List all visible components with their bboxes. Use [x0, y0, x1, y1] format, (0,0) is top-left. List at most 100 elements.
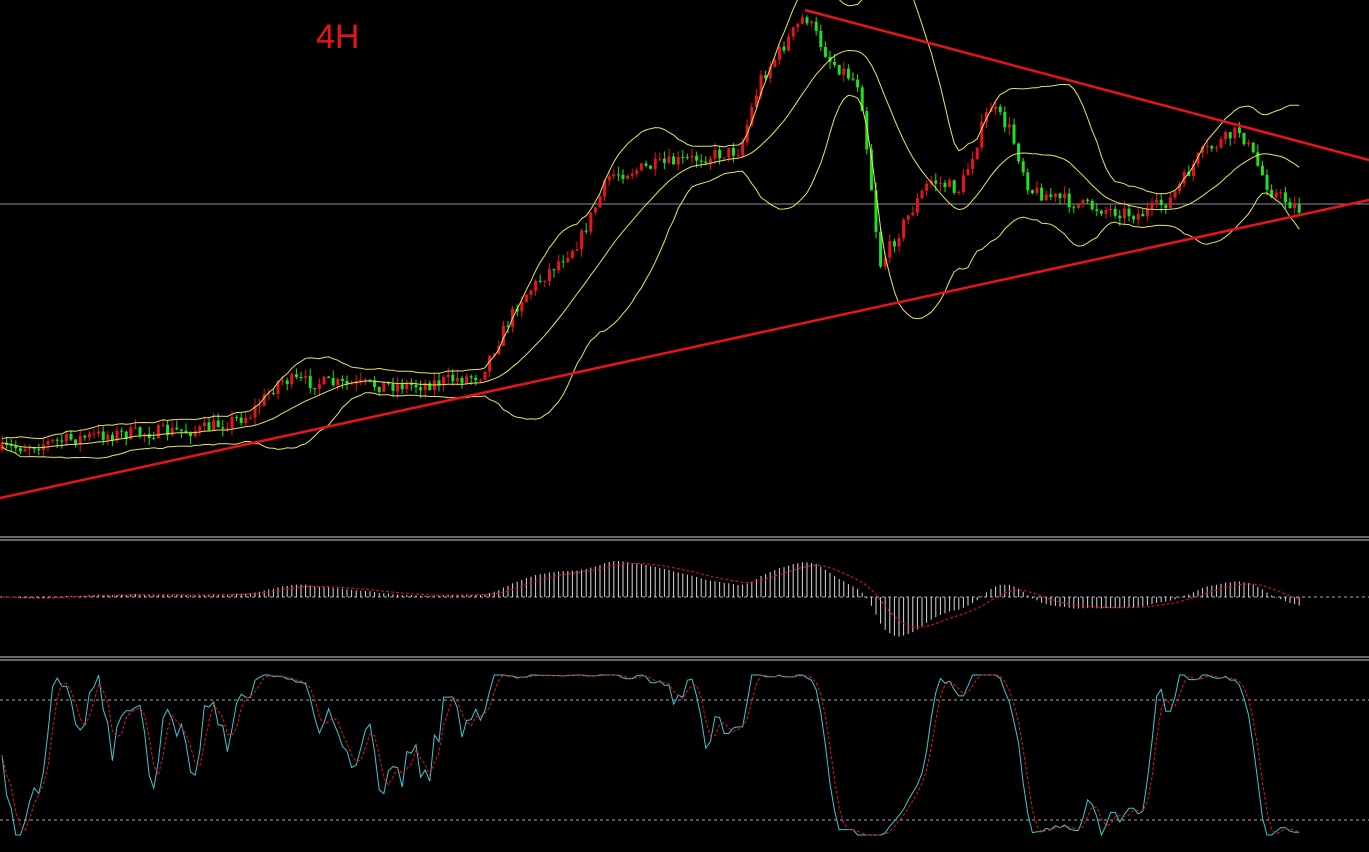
candle-body [299, 377, 303, 379]
candle-body [593, 207, 597, 213]
candle-body [1049, 194, 1053, 197]
candle-body [124, 431, 128, 439]
candle-body [55, 439, 59, 441]
stoch-d-line [1, 674, 1300, 836]
candle-body [561, 261, 565, 263]
candle-body [1090, 200, 1094, 210]
candle-body [87, 433, 91, 438]
candle-body [1044, 194, 1048, 201]
candle-body [60, 440, 64, 442]
candle-body [290, 374, 294, 385]
candle-body [419, 387, 423, 391]
candle-body [184, 430, 188, 433]
candle-body [731, 147, 735, 156]
candle-body [1063, 193, 1067, 199]
candle-body [653, 158, 657, 169]
candle-body [897, 237, 901, 247]
candle-body [943, 182, 947, 188]
candle-body [819, 30, 823, 47]
candle-body [207, 422, 211, 431]
candle-body [1150, 202, 1154, 209]
candle-body [1228, 132, 1232, 139]
candle-body [1210, 146, 1214, 149]
candle-body [212, 420, 216, 431]
candle-body [202, 422, 206, 427]
candle-body [1297, 204, 1301, 213]
candle-body [883, 257, 887, 267]
candle-body [276, 381, 280, 394]
candle-body [0, 442, 4, 450]
candle-body [584, 230, 588, 232]
candle-body [1081, 199, 1085, 205]
candle-body [175, 427, 179, 430]
candle-body [478, 379, 482, 381]
candle-body [814, 21, 818, 31]
candle-body [1270, 189, 1274, 198]
candle-body [506, 325, 510, 327]
candle-body [294, 374, 298, 378]
stoch-k-line [1, 674, 1300, 837]
candle-body [483, 371, 487, 380]
candle-body [92, 433, 96, 435]
candle-body [787, 36, 791, 51]
candle-body [773, 59, 777, 67]
candle-body [345, 380, 349, 384]
candle-body [906, 215, 910, 220]
candle-body [957, 191, 961, 193]
candle-body [304, 375, 308, 378]
candle-body [902, 219, 906, 238]
candle-body [630, 173, 634, 176]
candle-body [777, 46, 781, 60]
candle-body [1095, 209, 1099, 211]
candle-body [469, 376, 473, 378]
candle-body [1109, 208, 1113, 210]
candle-body [492, 353, 496, 356]
candle-body [911, 212, 915, 216]
candle-body [1141, 213, 1145, 217]
candle-body [285, 380, 289, 385]
candle-body [235, 416, 239, 418]
candle-body [626, 175, 630, 179]
candle-body [51, 439, 55, 442]
candle-body [340, 378, 344, 381]
candle-body [152, 437, 156, 439]
candle-body [363, 379, 367, 381]
candle-body [18, 448, 22, 452]
candle-body [179, 429, 183, 431]
candle-body [860, 87, 864, 112]
candle-body [1196, 152, 1200, 165]
candle-body [607, 176, 611, 181]
candle-body [566, 257, 570, 262]
candle-body [460, 377, 464, 384]
candle-body [764, 75, 768, 79]
candle-body [64, 433, 68, 442]
candle-body [892, 241, 896, 247]
candle-body [658, 158, 662, 160]
candle-body [1145, 208, 1149, 217]
candle-body [74, 439, 78, 445]
candle-body [1233, 127, 1237, 139]
candle-body [515, 308, 519, 312]
candle-body [672, 156, 676, 165]
candle-body [695, 155, 699, 161]
candle-body [869, 149, 873, 191]
candle-body [32, 448, 36, 450]
candle-body [612, 174, 616, 177]
candle-body [239, 417, 243, 424]
candle-body [800, 17, 804, 24]
candle-body [1035, 187, 1039, 193]
candle-body [437, 380, 441, 386]
candle-body [754, 95, 758, 108]
candle-body [428, 383, 432, 391]
candle-body [888, 241, 892, 258]
candle-body [377, 387, 381, 392]
candle-body [961, 175, 965, 192]
candle-body [1099, 210, 1103, 214]
candle-body [639, 163, 643, 171]
candle-body [915, 198, 919, 213]
candle-body [980, 121, 984, 148]
candle-body [248, 417, 252, 419]
candle-body [616, 174, 620, 176]
candle-body [1293, 204, 1297, 209]
candle-body [704, 161, 708, 163]
